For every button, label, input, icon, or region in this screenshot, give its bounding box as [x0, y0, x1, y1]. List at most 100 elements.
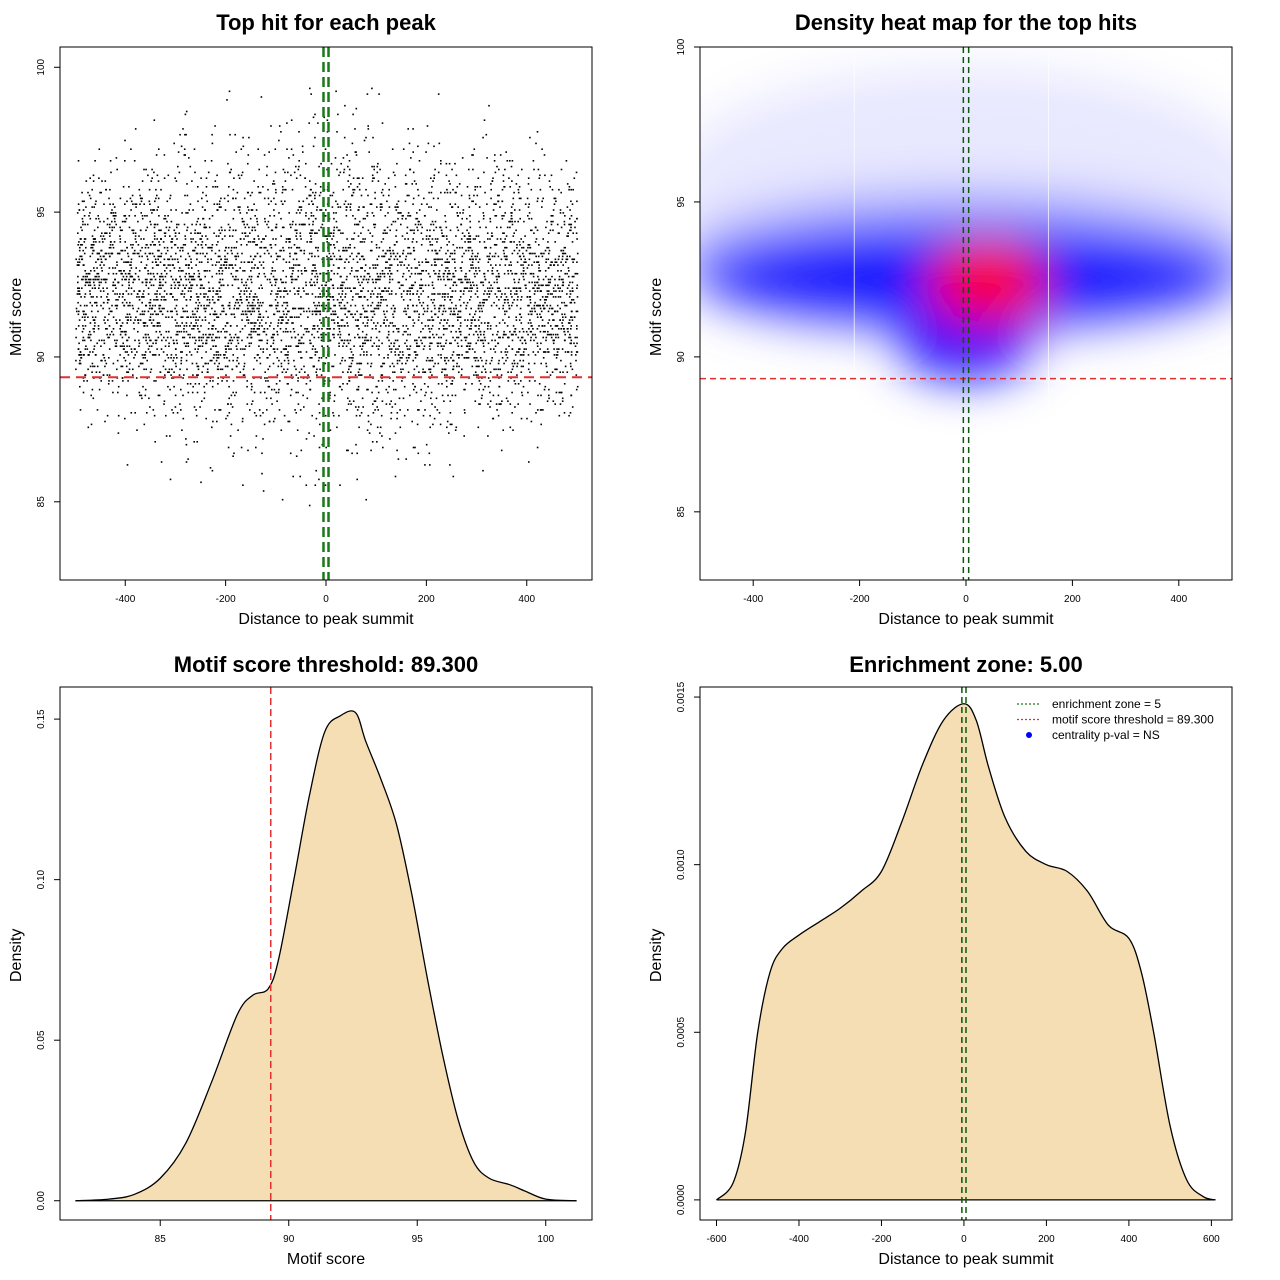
scatter-point: [468, 197, 471, 200]
scatter-point: [569, 223, 571, 226]
scatter-point: [371, 249, 373, 252]
scatter-point: [576, 385, 579, 388]
scatter-point: [281, 191, 284, 194]
scatter-point: [512, 287, 515, 289]
scatter-point: [91, 304, 93, 307]
scatter-point: [551, 261, 553, 263]
scatter-point: [202, 365, 205, 368]
scatter-point: [318, 301, 320, 304]
scatter-point: [525, 261, 527, 263]
scatter-point: [147, 246, 150, 249]
scatter-point: [304, 177, 306, 179]
scatter-point: [383, 313, 386, 316]
scatter-point: [194, 171, 196, 174]
scatter-point: [412, 197, 415, 200]
scatter-point: [569, 333, 571, 336]
scatter-point: [90, 423, 93, 426]
scatter-point: [480, 333, 482, 336]
scatter-point: [201, 371, 203, 373]
scatter-point: [214, 301, 216, 304]
scatter-point: [199, 278, 201, 281]
scatter-point: [98, 177, 100, 179]
scatter-point: [459, 310, 461, 313]
scatter-point: [86, 281, 88, 284]
scatter-point: [205, 244, 207, 246]
scatter-point: [152, 272, 155, 275]
scatter-point: [411, 229, 413, 232]
scatter-point: [405, 313, 408, 316]
scatter-point: [450, 342, 452, 345]
scatter-point: [389, 264, 391, 266]
scatter-point: [205, 307, 207, 310]
scatter-point: [292, 220, 294, 223]
scatter-point: [199, 238, 201, 240]
scatter-point: [228, 186, 230, 188]
scatter-point: [489, 391, 491, 394]
scatter-point: [214, 252, 217, 255]
scatter-point: [249, 241, 252, 243]
scatter-point: [496, 409, 498, 411]
scatter-point: [236, 348, 238, 350]
scatter-point: [445, 252, 447, 255]
scatter-point: [408, 357, 410, 359]
scatter-point: [267, 226, 270, 229]
scatter-point: [205, 177, 208, 179]
scatter-point: [431, 244, 434, 246]
scatter-point: [298, 351, 300, 353]
scatter-point: [433, 174, 436, 177]
scatter-point: [310, 215, 313, 217]
scatter-point: [435, 397, 438, 400]
scatter-point: [137, 322, 140, 324]
scatter-point: [276, 278, 278, 281]
scatter-point: [155, 261, 157, 263]
scatter-point: [240, 244, 243, 246]
scatter-point: [469, 215, 471, 217]
scatter-point: [201, 319, 204, 321]
scatter-point: [177, 287, 179, 289]
scatter-point: [151, 252, 154, 255]
scatter-point: [321, 397, 323, 400]
scatter-point: [569, 217, 571, 220]
scatter-point: [458, 330, 461, 333]
scatter-point: [128, 284, 130, 287]
scatter-point: [190, 296, 192, 298]
scatter-point: [359, 316, 362, 318]
scatter-point: [278, 212, 280, 214]
scatter-point: [502, 180, 505, 182]
scatter-point: [412, 171, 415, 174]
scatter-point: [251, 191, 253, 194]
scatter-point: [464, 319, 466, 321]
scatter-point: [513, 278, 515, 281]
scatter-point: [132, 252, 134, 255]
scatter-point: [216, 357, 218, 359]
scatter-point: [194, 229, 196, 232]
scatter-point: [149, 220, 151, 223]
scatter-point: [238, 209, 241, 211]
scatter-point: [129, 264, 131, 266]
scatter-point: [176, 281, 179, 284]
scatter-point: [189, 325, 191, 327]
scatter-point: [121, 377, 124, 379]
scatter-point: [542, 409, 544, 411]
scatter-point: [130, 261, 132, 263]
scatter-point: [376, 264, 379, 266]
scatter-point: [573, 316, 576, 318]
scatter-point: [459, 330, 462, 333]
scatter-point: [461, 354, 463, 356]
scatter-point: [266, 249, 269, 252]
scatter-point: [549, 186, 551, 188]
scatter-point: [384, 183, 386, 185]
scatter-point: [284, 171, 286, 174]
scatter-point: [304, 270, 306, 272]
scatter-point: [171, 409, 173, 411]
scatter-point: [438, 272, 440, 275]
scatter-point: [439, 226, 441, 229]
scatter-point: [111, 330, 113, 333]
scatter-point: [83, 264, 85, 266]
scatter-point: [96, 272, 98, 275]
scatter-point: [536, 328, 539, 330]
scatter-point: [143, 368, 145, 371]
scatter-point: [206, 368, 209, 371]
scatter-point: [304, 186, 307, 188]
scatter-point: [355, 223, 358, 226]
